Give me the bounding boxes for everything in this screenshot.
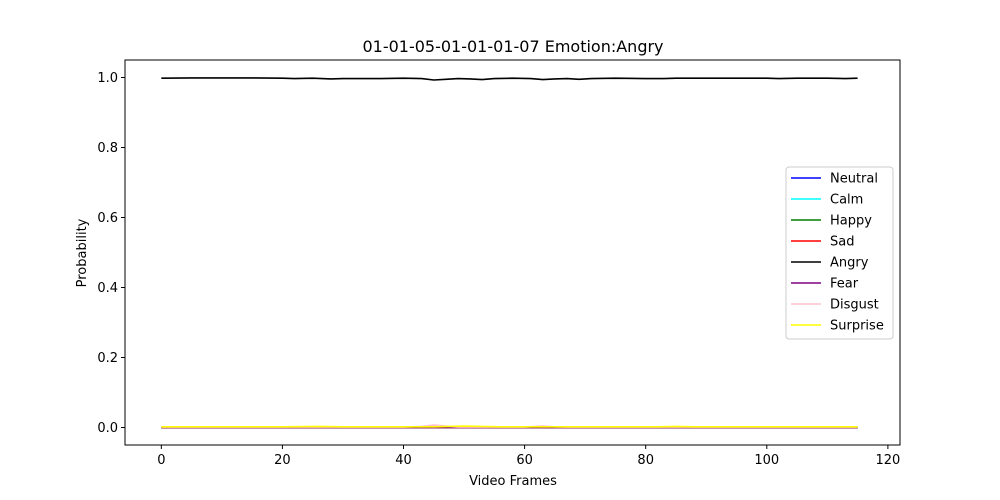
legend-label-surprise: Surprise: [830, 319, 884, 334]
legend-label-fear: Fear: [830, 277, 859, 292]
ticks-layer: 0 20 40 60 80 100 120 0.0 0.2 0.4 0.6 0.8 1.0: [97, 71, 900, 468]
y-tick-label: 0.0: [97, 421, 118, 436]
legend-label-disgust: Disgust: [830, 298, 879, 313]
x-tick-label: 20: [274, 453, 291, 468]
x-tick-label: 100: [754, 453, 779, 468]
legend-box: [785, 166, 894, 340]
y-tick-label: 0.6: [97, 211, 118, 226]
x-tick-label: 120: [875, 453, 900, 468]
legend-label-neutral: Neutral: [830, 172, 878, 187]
y-tick-label: 0.8: [97, 141, 118, 156]
x-tick-label: 60: [516, 453, 533, 468]
chart-title: 01-01-05-01-01-01-07 Emotion:Angry: [362, 37, 663, 56]
series-line-surprise: [161, 425, 858, 428]
x-axis-label: Video Frames: [469, 474, 557, 489]
y-tick-label: 1.0: [97, 71, 118, 86]
legend-label-calm: Calm: [830, 193, 863, 208]
x-tick-label: 0: [157, 453, 165, 468]
y-tick-label: 0.4: [97, 281, 118, 296]
legend-label-happy: Happy: [830, 214, 872, 229]
plot-frame: [124, 59, 901, 446]
legend-label-angry: Angry: [830, 256, 869, 271]
y-axis-label: Probability: [75, 218, 90, 287]
x-tick-label: 40: [395, 453, 412, 468]
legend-label-sad: Sad: [830, 235, 854, 250]
y-tick-label: 0.2: [97, 351, 118, 366]
x-tick-label: 80: [637, 453, 654, 468]
legend: Neutral Calm Happy Sad Angry Fear Disgust Surpr…: [785, 166, 894, 340]
series-layer: [161, 77, 858, 429]
series-line-angry: [161, 77, 858, 81]
